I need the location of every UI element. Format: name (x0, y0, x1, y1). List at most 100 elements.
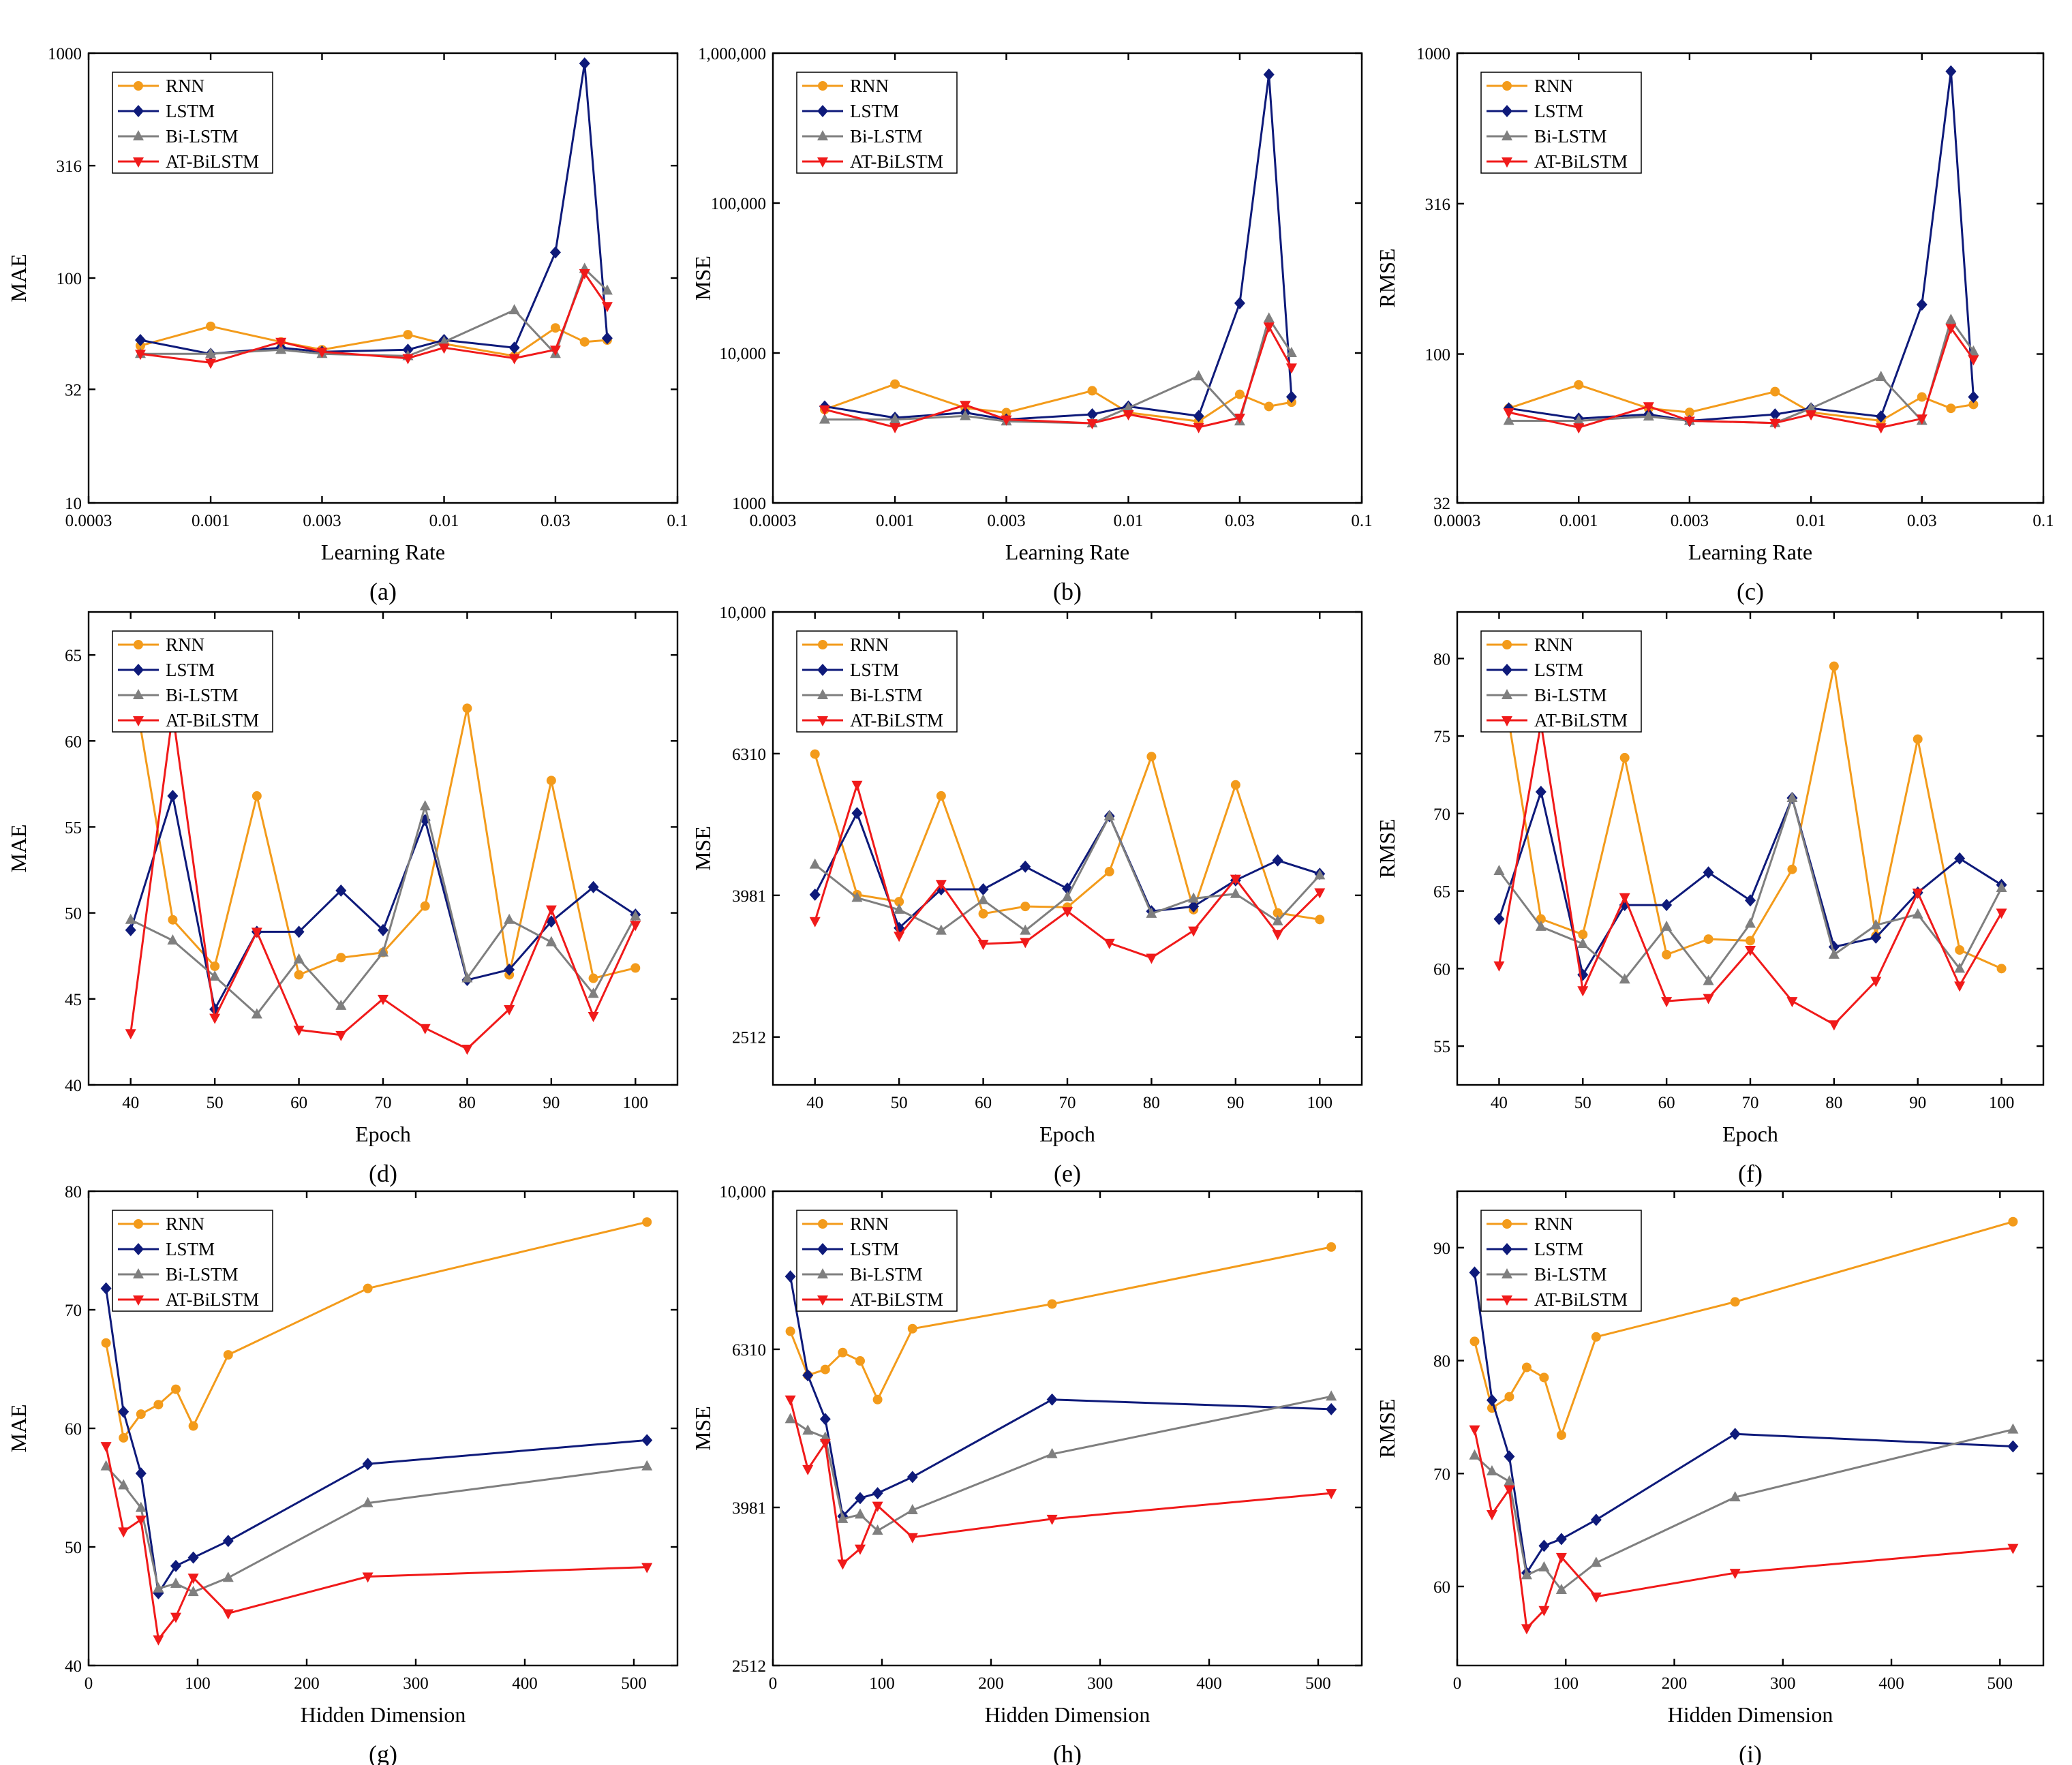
data-point-rnn (588, 973, 598, 983)
legend-label-rnn: RNN (850, 1214, 889, 1234)
legend-marker-bi-lstm (1502, 130, 1512, 140)
data-point-at-bilstm (461, 1045, 473, 1056)
data-point-at-bilstm (1123, 410, 1134, 420)
data-point-rnn (206, 321, 216, 331)
x-tick-label: 0.001 (876, 512, 914, 530)
data-point-lstm (378, 923, 388, 936)
data-point-lstm (1486, 1394, 1497, 1407)
y-tick-label: 90 (1433, 1240, 1450, 1258)
data-point-lstm (1535, 785, 1547, 798)
legend-marker-rnn (134, 1219, 143, 1229)
y-tick-label: 60 (1433, 960, 1450, 979)
x-tick-label: 200 (294, 1674, 320, 1693)
data-point-bi-lstm (1521, 1569, 1532, 1580)
legend-marker-at-bilstm (1502, 1295, 1512, 1306)
x-tick-label: 400 (1878, 1674, 1904, 1693)
series-line-at-bilstm (1508, 326, 1975, 429)
y-tick-label: 100 (57, 270, 82, 288)
data-point-lstm (118, 1405, 130, 1418)
series-line-at-bilstm (1497, 722, 2002, 1026)
data-point-at-bilstm (187, 1574, 199, 1584)
data-point-at-bilstm (504, 1004, 515, 1015)
data-point-lstm (1234, 296, 1245, 309)
data-point-at-bilstm (1769, 418, 1781, 429)
data-point-rnn (188, 1421, 198, 1431)
x-tick-label: 0.001 (192, 512, 230, 530)
panel-label: (i) (1739, 1740, 1762, 1765)
legend-label-at-bilstm: AT-BiLSTM (166, 710, 259, 731)
x-tick-label: 100 (1307, 1094, 1333, 1112)
chart-panel-h: 0 100 200 300 400 500 2512 3981 6310 10,000 Hidden… (690, 1183, 1363, 1765)
x-tick-label: 0.0003 (750, 512, 797, 530)
data-point-bi-lstm (1503, 414, 1514, 425)
data-point-at-bilstm (1968, 355, 1979, 366)
data-point-at-bilstm (508, 354, 520, 365)
data-point-at-bilstm (134, 350, 146, 360)
plot-frame (772, 52, 1363, 504)
data-point-rnn (153, 1400, 164, 1410)
data-point-bi-lstm (889, 413, 901, 424)
data-point-at-bilstm (545, 905, 557, 916)
x-tick-label: 400 (1196, 1674, 1222, 1693)
data-point-at-bilstm (894, 932, 905, 942)
data-point-at-bilstm (1234, 413, 1245, 424)
x-tick-label: 500 (1987, 1674, 2013, 1693)
legend: RNN LSTM Bi-LSTM AT-BiLSTM (796, 72, 958, 174)
data-point-lstm (402, 343, 414, 356)
y-tick-label: 316 (57, 157, 82, 176)
legend-marker-at-bilstm (1502, 157, 1512, 168)
series-line-rnn (824, 383, 1292, 423)
data-point-at-bilstm (630, 921, 641, 932)
legend-label-rnn: RNN (1534, 76, 1573, 96)
data-point-rnn (462, 703, 472, 713)
x-tick-label: 0.01 (429, 512, 459, 530)
legend-label-at-bilstm: AT-BiLSTM (850, 1289, 943, 1310)
y-tick-label: 1000 (48, 45, 82, 63)
data-point-at-bilstm (851, 780, 863, 791)
x-tick-label: 0.0003 (65, 512, 112, 530)
data-point-rnn (1469, 1336, 1480, 1347)
data-point-rnn (810, 749, 820, 759)
legend-marker-rnn (134, 640, 143, 649)
data-point-at-bilstm (960, 401, 971, 412)
data-point-at-bilstm (1230, 874, 1241, 885)
y-tick-label: 1,000,000 (698, 45, 766, 63)
x-tick-label: 300 (403, 1674, 429, 1693)
data-point-at-bilstm (378, 994, 388, 1005)
data-point-bi-lstm (1230, 887, 1241, 898)
y-tick-label: 60 (65, 1420, 82, 1439)
data-point-rnn (1946, 403, 1956, 414)
plot-frame (1456, 1190, 2045, 1667)
y-axis-label: MSE (690, 826, 715, 871)
data-point-lstm (641, 1434, 653, 1447)
data-point-bi-lstm (153, 1582, 164, 1593)
data-point-bi-lstm (222, 1571, 234, 1582)
data-point-bi-lstm (1493, 864, 1505, 875)
y-axis-label: RMSE (1375, 248, 1399, 307)
data-point-rnn (1146, 752, 1157, 762)
data-point-bi-lstm (335, 999, 347, 1010)
chart-panel-g: 0 100 200 300 400 500 40 50 60 70 80 Hidden Dimensi… (6, 1183, 679, 1765)
data-point-at-bilstm (1263, 322, 1275, 333)
data-point-lstm (1968, 390, 1979, 403)
data-point-bi-lstm (601, 284, 613, 295)
data-point-rnn (1574, 380, 1584, 390)
legend-label-bi-lstm: Bi-LSTM (1534, 685, 1607, 705)
data-point-lstm (784, 1270, 796, 1283)
y-tick-label: 50 (65, 1539, 82, 1557)
legend-marker-at-bilstm (133, 157, 144, 168)
data-point-rnn (403, 330, 413, 340)
data-point-bi-lstm (855, 1508, 866, 1519)
data-point-lstm (167, 790, 179, 803)
x-tick-label: 200 (1662, 1674, 1688, 1693)
chart-panel-c: 0.0003 0.001 0.003 0.01 0.03 0.1 32 100 316 1000 L… (1375, 45, 2054, 605)
data-point-rnn (1913, 734, 1923, 744)
y-tick-label: 40 (65, 1077, 82, 1095)
data-point-rnn (642, 1217, 652, 1227)
data-point-lstm (1020, 860, 1031, 873)
data-point-bi-lstm (1806, 402, 1817, 413)
data-point-bi-lstm (819, 413, 830, 424)
data-point-at-bilstm (588, 1012, 599, 1023)
data-point-bi-lstm (1020, 924, 1031, 935)
legend-label-lstm: LSTM (1534, 660, 1583, 680)
